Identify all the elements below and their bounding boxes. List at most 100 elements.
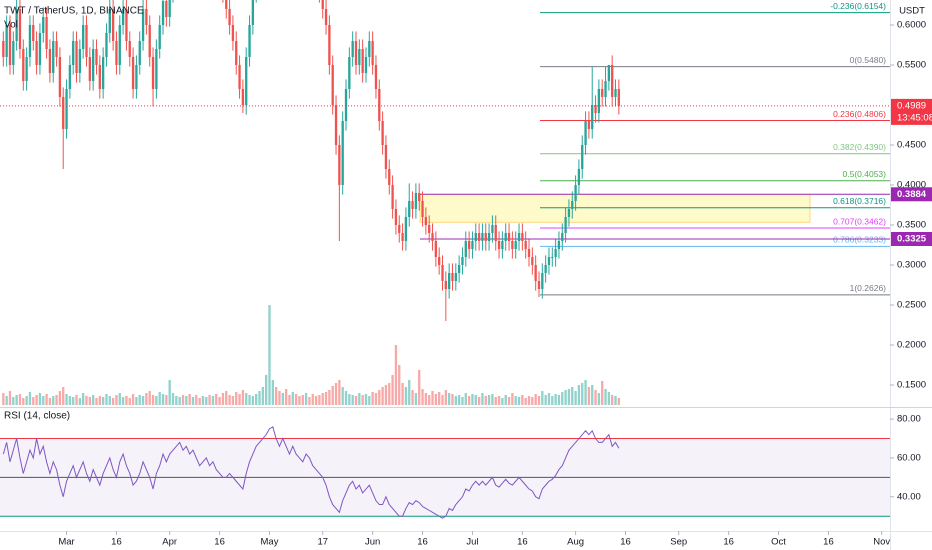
candle-body: [541, 273, 544, 289]
volume-bar: [62, 387, 65, 405]
volume-bar: [318, 395, 321, 405]
candle-body: [564, 217, 567, 233]
candle-body: [334, 105, 338, 145]
candle-body: [111, 9, 115, 41]
x-tick-label: May: [261, 537, 279, 548]
candle-body: [411, 201, 414, 209]
candle-body: [82, 25, 85, 49]
volume-bar: [314, 396, 318, 405]
volume-bar: [301, 395, 304, 405]
volume-bar: [341, 387, 344, 405]
candle-body: [72, 41, 75, 65]
price-line-badge: [891, 232, 932, 246]
volume-bar: [294, 394, 298, 405]
volume-bar: [188, 394, 191, 405]
rsi-pane: [0, 426, 890, 519]
volume-bar: [304, 393, 308, 405]
x-tick-label: Apr: [162, 537, 177, 548]
volume-bar: [278, 391, 281, 405]
volume-bar: [28, 392, 32, 405]
volume-bar: [291, 392, 294, 405]
volume-bar: [235, 392, 238, 405]
volume-bar: [331, 386, 334, 405]
candle-body: [388, 169, 391, 185]
volume-bar: [381, 387, 384, 405]
candle-body: [467, 241, 471, 249]
volume-bar: [564, 390, 567, 405]
candle-body: [138, 41, 141, 65]
volume-bar: [205, 397, 208, 405]
candle-body: [557, 241, 561, 249]
candle-body: [324, 9, 328, 25]
candle-body: [128, 41, 131, 57]
volume-bar: [245, 393, 248, 405]
candle-body: [561, 233, 564, 241]
candle-body: [597, 89, 601, 113]
candle-body: [338, 145, 341, 185]
candle-body: [527, 249, 531, 257]
candle-body: [454, 273, 457, 281]
volume-bar: [288, 395, 291, 405]
volume-bar: [258, 391, 261, 405]
candle-body: [464, 241, 467, 257]
candle-body: [567, 209, 571, 217]
volume-bar: [165, 395, 168, 405]
volume-bar: [155, 396, 158, 405]
volume-bar: [501, 398, 504, 405]
volume-bar: [571, 387, 574, 405]
volume-bar: [497, 396, 501, 405]
candle-body: [78, 49, 82, 73]
volume-bar: [101, 397, 105, 405]
fib-label: 0.707(0.3462): [833, 216, 886, 226]
volume-bar: [82, 393, 85, 405]
candle-body: [354, 41, 358, 65]
volume-bar: [215, 394, 218, 405]
candle-body: [168, 0, 171, 17]
candle-body: [574, 185, 577, 201]
volume-bar: [208, 395, 211, 405]
volume-bar: [368, 396, 371, 405]
volume-bar: [391, 375, 394, 405]
volume-bar: [248, 395, 251, 405]
candle-body: [461, 257, 464, 265]
volume-bar: [201, 396, 205, 405]
volume-bar: [15, 395, 18, 405]
x-tick-label: Aug: [567, 537, 584, 548]
fib-label: 1(0.2626): [850, 283, 887, 293]
volume-bar: [52, 396, 55, 405]
volume-bar: [531, 397, 534, 405]
candle-body: [251, 0, 255, 25]
candle-body: [408, 201, 411, 217]
x-tick-label: Jul: [466, 537, 478, 548]
x-tick-label: 16: [517, 537, 528, 548]
volume-bar: [384, 385, 388, 405]
candle-body: [534, 265, 537, 281]
volume-bar: [358, 393, 361, 405]
candle-body: [351, 41, 354, 57]
volume-bar: [228, 395, 231, 405]
volume-bar: [65, 394, 68, 405]
candle-body: [418, 193, 421, 201]
candle-body: [148, 25, 151, 57]
candle-body: [131, 57, 135, 89]
candle-body: [507, 233, 511, 241]
volume-bar: [105, 394, 108, 405]
candle-body: [404, 217, 408, 241]
candle-body: [474, 233, 477, 241]
candle-body: [321, 0, 324, 9]
candle-body: [374, 65, 378, 89]
volume-bar: [111, 398, 115, 405]
candle-body: [614, 89, 617, 97]
x-tick-label: Jun: [365, 537, 380, 548]
volume-bar: [131, 394, 135, 405]
candle-body: [225, 0, 228, 9]
volume-bar: [551, 396, 554, 405]
candle-body: [481, 233, 484, 241]
volume-bar: [115, 395, 118, 405]
candle-body: [477, 233, 481, 241]
fib-label: 0(0.5480): [850, 55, 887, 65]
candle-body: [22, 49, 25, 81]
volume-bar: [338, 380, 341, 405]
volume-bar: [544, 395, 547, 405]
